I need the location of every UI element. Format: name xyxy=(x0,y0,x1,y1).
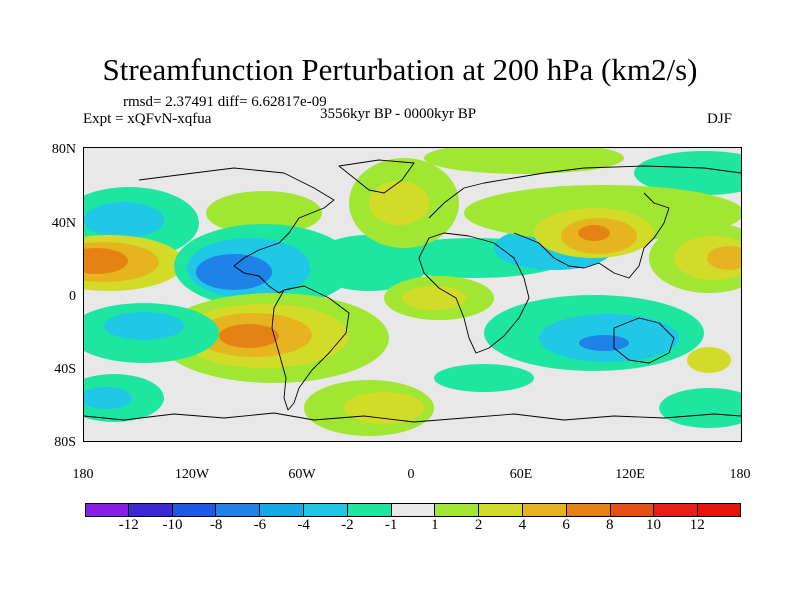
coast-europe xyxy=(428,165,741,219)
colorbar-swatch xyxy=(479,503,523,517)
lon-tick-60w: 60W xyxy=(288,467,316,482)
field-arctic-negative xyxy=(634,151,741,195)
field-africa-positive-core xyxy=(402,286,466,310)
coast-australia xyxy=(613,317,675,364)
field-west-pacific-positive-core xyxy=(707,246,741,270)
field-north-atlantic-positive-core xyxy=(369,181,429,225)
colorbar-label: 12 xyxy=(689,517,705,533)
colorbar-label: 8 xyxy=(606,517,614,533)
colorbar-swatch xyxy=(216,503,261,517)
colorbar-swatch xyxy=(654,503,699,517)
colorbar-label: 6 xyxy=(562,517,570,533)
coast-south-america xyxy=(271,285,350,411)
lon-tick-120w: 120W xyxy=(174,467,210,482)
colorbar-swatch xyxy=(610,503,655,517)
stats-text: rmsd= 2.37491 diff= 6.62817e-09 xyxy=(123,94,327,110)
colorbar-label: 2 xyxy=(474,517,483,533)
colorbar-swatch xyxy=(566,503,611,517)
coast-asia xyxy=(513,192,670,279)
field-southern-ocean-negative-core xyxy=(84,387,132,409)
lat-tick-40n: 40N xyxy=(51,216,76,231)
coast-africa xyxy=(418,232,530,354)
field-southern-atlantic-negative xyxy=(434,364,534,392)
field-arctic-positive xyxy=(424,148,624,174)
lon-tick-60e: 60E xyxy=(509,467,533,482)
colorbar-label: -8 xyxy=(209,517,223,533)
field-south-pacific-positive-core xyxy=(219,324,279,348)
coast-north-america xyxy=(138,167,335,294)
colorbar-label: -4 xyxy=(297,517,310,533)
colorbar-swatch xyxy=(522,503,567,517)
lon-tick-0: 0 xyxy=(407,467,415,482)
field-east-asia-positive-core xyxy=(578,225,610,241)
season-text: DJF xyxy=(707,111,733,127)
lat-tick-0: 0 xyxy=(69,289,76,304)
field-central-america-negative-core xyxy=(196,254,272,290)
colorbar-swatch xyxy=(391,503,436,517)
lon-tick-120e: 120E xyxy=(615,467,645,482)
colorbar xyxy=(85,503,741,517)
field-north-pacific-negative-core xyxy=(84,202,164,238)
colorbar-swatch xyxy=(172,503,217,517)
lat-tick-80s: 80S xyxy=(54,435,76,450)
field-pacific-west-positive-core xyxy=(84,248,128,274)
field-south-atlantic-positive-core xyxy=(344,392,424,424)
field-south-pacific-negative-core xyxy=(104,312,184,340)
colorbar-swatch xyxy=(435,503,480,517)
coast-greenland xyxy=(338,159,415,194)
colorbar-label: 10 xyxy=(646,517,662,533)
colorbar-swatch xyxy=(698,503,741,517)
lat-tick-80n: 80N xyxy=(51,142,76,157)
colorbar-label: -6 xyxy=(253,517,267,533)
field-australia-negative-core xyxy=(579,335,629,351)
colorbar-label: -1 xyxy=(384,517,398,533)
lon-tick-180w: 180 xyxy=(72,467,94,482)
colorbar-swatch xyxy=(128,503,173,517)
field-southern-ocean-east-negative xyxy=(659,388,741,428)
experiment-text: Expt = xQFvN-xqfua xyxy=(83,111,212,127)
lon-tick-180e: 180 xyxy=(729,467,751,482)
colorbar-swatch xyxy=(85,503,129,517)
field-new-zealand-positive xyxy=(687,347,731,373)
colorbar-swatch xyxy=(303,503,348,517)
period-text: 3556kyr BP - 0000kyr BP xyxy=(320,106,477,122)
contour-fills xyxy=(84,148,741,436)
colorbar-label: -12 xyxy=(118,517,139,533)
coast-antarctica xyxy=(84,412,741,423)
plot-title: Streamfunction Perturbation at 200 hPa (… xyxy=(102,52,698,87)
colorbar-label: -10 xyxy=(162,517,183,533)
field-central-pacific-positive xyxy=(206,191,322,235)
colorbar-label: -2 xyxy=(341,517,354,533)
colorbar-swatch xyxy=(260,503,304,517)
colorbar-label: 1 xyxy=(431,517,439,533)
coastlines xyxy=(84,159,741,423)
map-panel xyxy=(83,147,742,442)
colorbar-swatch xyxy=(347,503,392,517)
lat-tick-40s: 40S xyxy=(54,362,76,377)
colorbar-label: 4 xyxy=(518,517,527,533)
